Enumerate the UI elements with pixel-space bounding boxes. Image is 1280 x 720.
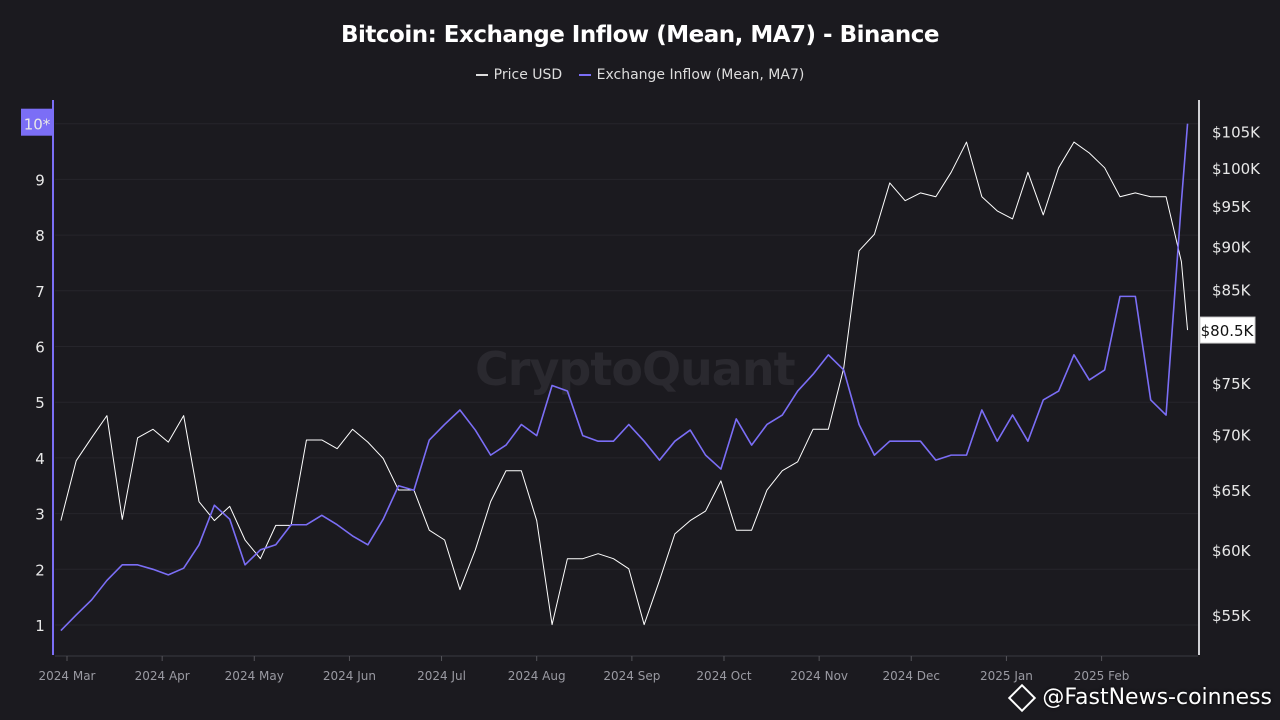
left-axis-tick: 6 [35, 339, 45, 357]
left-axis-tick: 8 [35, 227, 45, 245]
current-price-label-box [1199, 316, 1256, 344]
left-axis-tick: 2 [35, 561, 45, 579]
right-axis-tick: $65K [1212, 482, 1252, 500]
binance-icon [1008, 683, 1037, 712]
price-line [60, 141, 1189, 626]
right-axis-tick: $95K [1212, 198, 1252, 216]
left-axis-tick: 9 [35, 171, 45, 189]
right-axis-tick: $70K [1212, 427, 1252, 445]
x-axis-tick: 2024 Aug [508, 669, 566, 683]
x-axis-tick: 2025 Jan [980, 669, 1033, 683]
right-axis-tick: $85K [1212, 281, 1252, 299]
credit: @FastNews-coinness [1008, 683, 1272, 712]
left-axis-tick: 1 [35, 617, 45, 635]
right-axis-tick: $60K [1212, 542, 1252, 560]
credit-text: @FastNews-coinness [1042, 685, 1272, 710]
left-axis-tick: 4 [35, 450, 45, 468]
left-axis-tick: 7 [35, 283, 45, 301]
right-axis-tick: $55K [1212, 607, 1252, 625]
legend-item-inflow[interactable]: Exchange Inflow (Mean, MA7) [578, 67, 805, 83]
watermark: CryptoQuant [475, 342, 796, 396]
legend-label-price: Price USD [493, 67, 563, 83]
x-axis-tick: 2024 May [225, 669, 284, 683]
legend: Price USD Exchange Inflow (Mean, MA7) [0, 64, 1280, 83]
x-axis-tick: 2024 Apr [135, 669, 190, 683]
x-axis-tick: 2024 Jul [417, 669, 466, 683]
legend-item-price[interactable]: Price USD [475, 67, 563, 83]
x-axis-tick: 2024 Dec [882, 669, 940, 683]
current-price-label: $80.5K [1201, 322, 1255, 340]
x-axis-tick: 2024 Sep [603, 669, 660, 683]
x-axis-tick: 2024 Nov [790, 669, 848, 683]
x-axis-tick: 2024 Jun [323, 669, 376, 683]
legend-label-inflow: Exchange Inflow (Mean, MA7) [596, 67, 805, 83]
right-axis-tick: $100K [1212, 160, 1261, 178]
right-axis-tick: $90K [1212, 239, 1252, 257]
inflow-swatch [578, 74, 591, 76]
left-axis-tick: 3 [35, 506, 45, 524]
right-axis-tick: $105K [1212, 123, 1261, 141]
price-swatch [475, 74, 488, 76]
left-axis-highlight [21, 108, 53, 136]
left-axis-tick: 5 [35, 394, 45, 412]
x-axis-tick: 2025 Feb [1074, 669, 1130, 683]
chart-title: Bitcoin: Exchange Inflow (Mean, MA7) - B… [340, 22, 940, 48]
left-axis-tick: 10* [24, 116, 51, 134]
x-axis-tick: 2024 Oct [696, 669, 751, 683]
right-axis-tick: $75K [1212, 375, 1252, 393]
x-axis-tick: 2024 Mar [39, 669, 96, 683]
